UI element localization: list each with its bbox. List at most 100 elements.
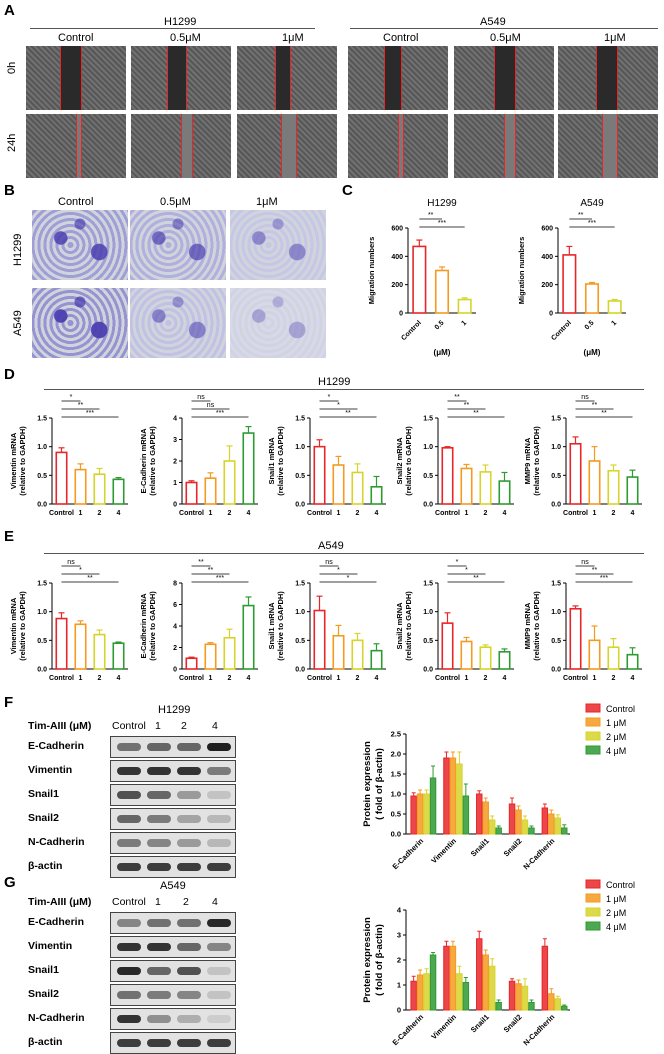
x-tick-label: Control — [550, 320, 573, 343]
wound-gap — [602, 114, 618, 178]
y-axis-label: Vimentin mRNA — [9, 597, 18, 654]
significance-label: ** — [601, 410, 607, 417]
y-tick-label: 400 — [391, 254, 403, 261]
significance-label: * — [337, 402, 340, 409]
blot-band — [177, 967, 201, 975]
y-axis-label-2: (relative to GAPDH) — [148, 426, 157, 496]
y-tick-label: 0 — [173, 502, 177, 509]
blot-band — [207, 767, 231, 775]
legend-label: Control — [606, 880, 635, 890]
bar — [476, 793, 483, 835]
bar — [607, 646, 620, 670]
y-tick-label: 1.0 — [37, 609, 47, 616]
bar — [313, 445, 326, 505]
blot-band — [147, 991, 171, 999]
y-axis-label: MMP9 mRNA — [523, 437, 532, 484]
transwell-image — [32, 210, 128, 280]
x-tick-label: 1 — [79, 675, 83, 682]
scratch-image — [558, 46, 658, 110]
scratch-image — [348, 46, 448, 110]
bar — [412, 245, 427, 314]
significance-label: *** — [438, 220, 446, 227]
x-tick-label: Control — [563, 675, 588, 682]
x-tick-label: 4 — [631, 675, 635, 682]
x-tick-label: E-Cadherin — [391, 1012, 426, 1047]
y-tick-label: 0 — [397, 1006, 401, 1015]
blot-band — [177, 839, 201, 847]
y-tick-label: 0.5 — [551, 473, 561, 480]
significance-label: * — [70, 394, 73, 401]
blot-band-label: N-Cadherin — [28, 1012, 85, 1024]
y-axis-label-2: (relative to GAPDH) — [18, 426, 27, 496]
significance-label: ns — [581, 559, 589, 566]
panel-e-header: A549 — [318, 540, 344, 552]
blot-band — [117, 863, 141, 871]
y-tick-label: 4 — [173, 624, 177, 631]
bar — [441, 447, 454, 505]
blot-band — [147, 919, 171, 927]
scratch-image — [348, 114, 448, 178]
wound-gap — [596, 46, 618, 110]
significance-label: * — [465, 567, 468, 574]
blot-strip — [110, 1008, 236, 1030]
blot-strip — [110, 760, 236, 782]
y-axis-label-2: (relative to GAPDH) — [18, 591, 27, 661]
bar — [332, 464, 345, 505]
y-axis-label-2: (relative to GAPDH) — [532, 591, 541, 661]
blot-band — [177, 815, 201, 823]
x-tick-label: 2 — [356, 510, 360, 517]
panel-a-h1299-divider — [30, 28, 315, 29]
bar — [223, 460, 236, 505]
significance-label: ** — [473, 410, 479, 417]
panel-a-row-0h: 0h — [6, 61, 18, 74]
blot-band — [117, 815, 141, 823]
panel-a-row-24h: 24h — [6, 133, 18, 152]
scratch-image — [237, 46, 337, 110]
x-tick-label: 0.5 — [584, 320, 596, 332]
y-tick-label: 0.5 — [551, 638, 561, 645]
bar — [434, 269, 450, 314]
bar — [498, 651, 511, 670]
legend-swatch — [585, 921, 601, 931]
blot-band-label: Snail1 — [28, 788, 59, 800]
panel-f-lane-4: 4 — [212, 720, 218, 732]
x-tick-label: 1 — [465, 675, 469, 682]
blot-band — [117, 991, 141, 999]
y-tick-label: 0 — [549, 311, 553, 318]
panel-letter-e: E — [4, 528, 15, 545]
blot-band — [207, 1015, 231, 1023]
y-axis-label: Migration numbers — [517, 237, 526, 305]
panel-f-lane-2: 2 — [181, 720, 187, 732]
bar — [351, 471, 364, 505]
scratch-image — [131, 46, 231, 110]
scratch-image — [237, 114, 337, 178]
bar — [204, 477, 217, 505]
bar — [74, 623, 87, 670]
bar — [626, 653, 639, 670]
significance-label: ** — [592, 402, 598, 409]
x-tick-label: 4 — [631, 510, 635, 517]
x-tick-label: 0.5 — [434, 320, 446, 332]
blot-band-label: β-actin — [28, 1036, 63, 1048]
x-tick-label: N-Cadherin — [521, 836, 556, 871]
bar — [554, 817, 562, 835]
chart-f-protein-expression: 0.0 0.5 1.0 1.5 2.0 2.5 E-Cadherin Vimentin Snai… — [362, 703, 635, 871]
y-tick-label: 1.5 — [423, 581, 433, 588]
y-axis-label: Protein expression — [362, 917, 373, 1003]
x-tick-label: Control — [307, 675, 332, 682]
bar — [528, 827, 535, 835]
bar — [351, 639, 364, 670]
bar — [74, 468, 87, 505]
bar — [370, 486, 383, 505]
x-tick-label: 1 — [460, 320, 468, 328]
x-tick-label: 4 — [117, 510, 121, 517]
significance-label: * — [347, 575, 350, 582]
scratch-image — [454, 46, 554, 110]
significance-label: * — [328, 394, 331, 401]
x-tick-label: Vimentin — [429, 1012, 458, 1041]
panel-a-col-05-a549: 0.5μM — [490, 32, 521, 44]
